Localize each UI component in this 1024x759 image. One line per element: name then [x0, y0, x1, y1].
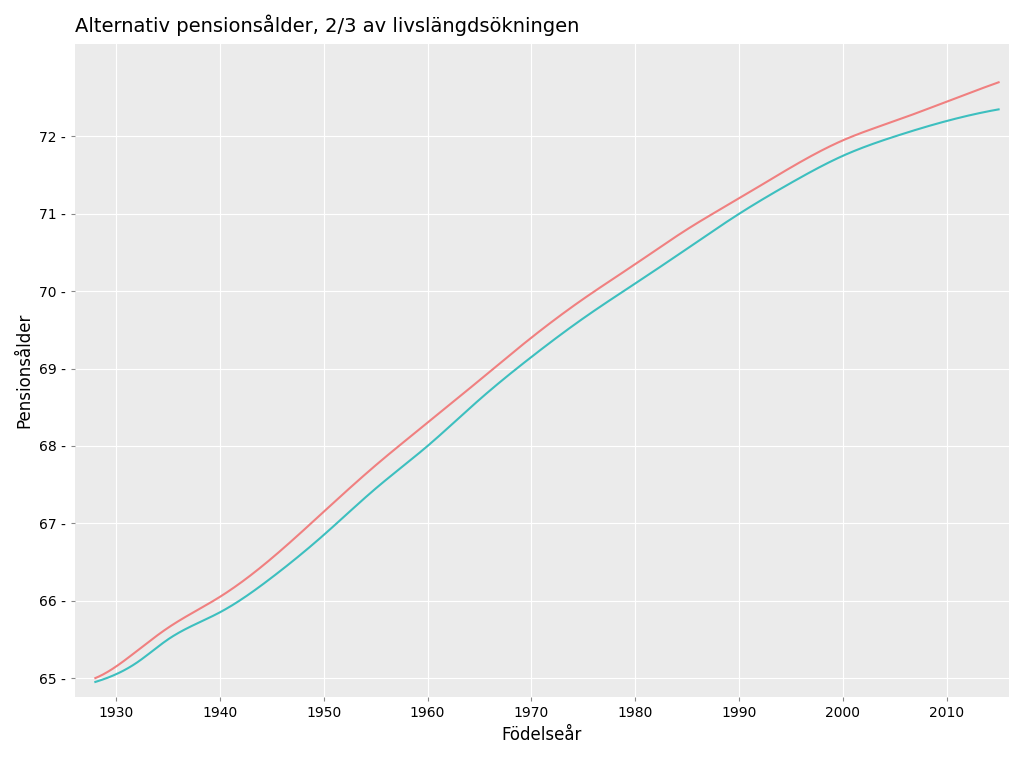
Y-axis label: Pensionsålder: Pensionsålder — [15, 313, 33, 428]
X-axis label: Födelseår: Födelseår — [502, 726, 582, 744]
Text: Alternativ pensionsålder, 2/3 av livslängdsökningen: Alternativ pensionsålder, 2/3 av livslän… — [75, 15, 579, 36]
